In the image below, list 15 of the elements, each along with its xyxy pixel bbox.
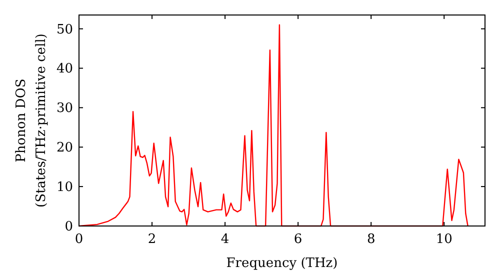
x-tick-label: 2: [148, 232, 156, 247]
y-tick-label: 50: [56, 22, 73, 38]
x-tick-label: 8: [366, 232, 376, 247]
x-tick-label: 6: [294, 232, 302, 247]
y-axis-title: Phonon DOS (States/THz·primitive cell): [14, 33, 49, 208]
y-tick-label: 10: [56, 180, 73, 196]
x-axis-title: Frequency (THz): [226, 256, 338, 271]
x-tick-label: 4: [220, 232, 230, 247]
line-series: [78, 24, 468, 227]
y-tick-label: 40: [56, 62, 73, 77]
y-tick-label: 0: [64, 220, 73, 234]
y-tick-label: 30: [56, 101, 73, 116]
x-tick-label: 0: [74, 232, 84, 247]
y-tick-label: 20: [56, 140, 73, 156]
x-tick-label: 10: [436, 232, 452, 247]
